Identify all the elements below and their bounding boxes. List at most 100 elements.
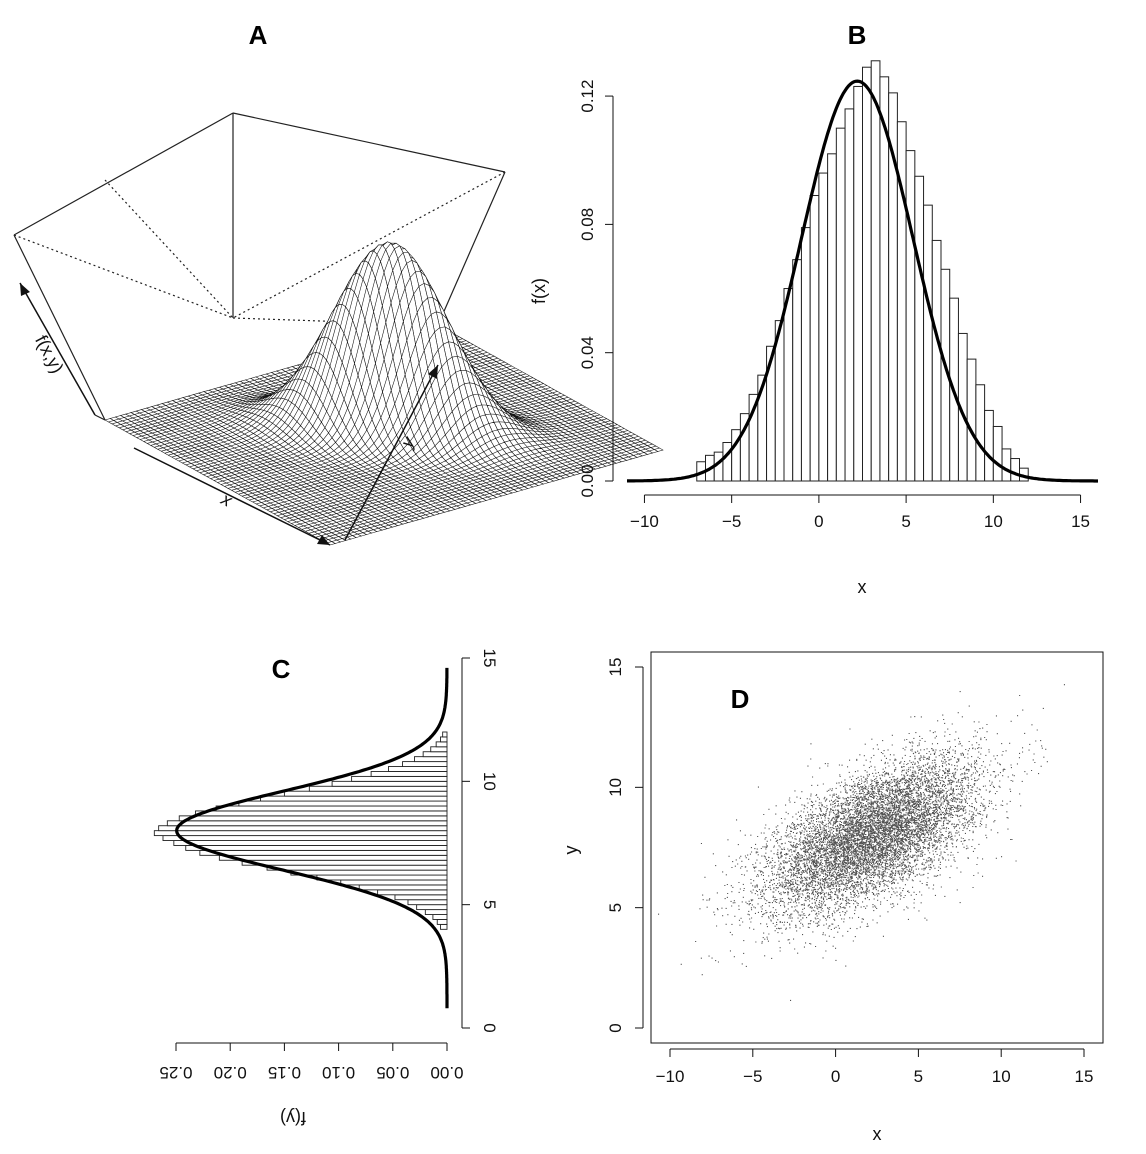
tick-label: 5 — [606, 903, 625, 912]
surface-row — [140, 407, 373, 535]
histogram-bar — [827, 153, 837, 482]
histogram-bar — [440, 923, 448, 930]
histogram-bar — [162, 835, 448, 841]
histogram-bar — [407, 899, 448, 906]
panel-b-y-label: f(x) — [529, 278, 549, 304]
box-edge — [13, 112, 234, 236]
tick-label: 0.08 — [578, 208, 597, 241]
histogram-bar — [440, 736, 448, 743]
tick-label: 0.12 — [578, 80, 597, 113]
box-edge — [13, 234, 106, 421]
box-edge-hidden — [13, 234, 234, 319]
box-edge — [232, 112, 506, 173]
tick-label: 0.25 — [159, 1063, 192, 1082]
histogram-bar — [975, 384, 986, 482]
histogram-bar — [818, 172, 829, 482]
histogram-bar — [1001, 448, 1012, 482]
histogram-bar — [914, 175, 925, 482]
surface-row — [171, 398, 404, 526]
tick-label: 0 — [480, 1023, 499, 1032]
surface-row — [203, 389, 435, 518]
tick-label: 10 — [992, 1067, 1011, 1086]
tick-label: 15 — [1071, 512, 1090, 531]
histogram-bar — [185, 845, 448, 851]
surface-row — [177, 397, 409, 525]
histogram-bar — [351, 775, 448, 782]
surface-row — [197, 391, 430, 519]
panel-c-x-label: f(y) — [280, 1108, 306, 1128]
panel-d-y-axis: 0 5 10 15 — [606, 658, 644, 1033]
tick-label: 0.10 — [322, 1063, 355, 1082]
histogram-bar — [316, 874, 448, 881]
histogram-bar — [835, 127, 846, 482]
tick-label: 0.04 — [578, 336, 597, 369]
panel-c-y-axis: 0 5 10 15 — [461, 649, 499, 1033]
panel-d-y-label: y — [561, 846, 581, 855]
histogram-bar — [809, 195, 820, 482]
histogram-bar — [844, 108, 855, 482]
histogram-bar — [215, 805, 448, 812]
histogram-bar — [870, 60, 881, 482]
histogram-bar — [435, 741, 448, 748]
surface-row — [125, 412, 357, 540]
surface-row — [156, 403, 388, 531]
histogram-bar — [178, 815, 448, 822]
histogram-bar — [402, 761, 448, 767]
panel-a-axis-arrows — [19, 282, 439, 546]
tick-label: 0.20 — [214, 1063, 247, 1082]
histogram-bar — [905, 150, 916, 482]
histogram-bar — [283, 790, 448, 797]
panel-c-title: C — [272, 654, 291, 684]
tick-label: 10 — [984, 512, 1003, 531]
histogram-bar — [422, 751, 448, 758]
tick-label: −5 — [743, 1067, 762, 1086]
panel-d-points — [658, 684, 1065, 1001]
panel-d-x-label: x — [873, 1124, 882, 1144]
panel-b-x-axis: −10 −5 0 5 10 15 — [630, 494, 1090, 531]
surface-row — [182, 395, 415, 523]
surface-row — [145, 406, 378, 534]
histogram-bar — [436, 919, 448, 925]
surface-row — [208, 388, 441, 516]
histogram-bar — [218, 854, 448, 861]
surface-row — [187, 394, 420, 522]
surface-row — [130, 410, 362, 538]
box-edge-hidden — [232, 171, 506, 319]
histogram-bar — [1010, 458, 1020, 482]
panel-d-x-axis: −10 −5 0 5 10 15 — [656, 1048, 1094, 1086]
box-edge — [437, 171, 506, 326]
histogram-bar — [153, 830, 448, 837]
panel-b-y-axis: 0.00 0.04 0.08 0.12 — [578, 80, 614, 498]
histogram-bar — [966, 358, 977, 482]
histogram-bar — [783, 288, 794, 482]
box-edge-hidden — [104, 179, 234, 319]
panel-c-density-curve — [175, 667, 449, 1009]
tick-label: 15 — [1075, 1067, 1094, 1086]
surface-row — [119, 413, 352, 541]
tick-label: 0.00 — [578, 464, 597, 497]
tick-label: 10 — [480, 772, 499, 791]
panel-b-histogram: B −10 −5 0 5 10 15 0.00 0.04 0.08 0.12 x f(x) — [529, 20, 1098, 597]
histogram-bar — [931, 239, 942, 482]
histogram-bar — [377, 889, 448, 896]
histogram-bar — [238, 800, 448, 807]
histogram-bar — [241, 859, 448, 866]
histogram-bar — [416, 904, 448, 911]
histogram-bar — [394, 894, 448, 901]
histogram-bar — [792, 259, 802, 482]
panel-c-histogram: C 0.00 0.05 0.10 0.15 0.20 0.25 0 5 10 15 f(y) — [153, 649, 499, 1128]
histogram-bar — [862, 66, 872, 482]
panel-a-z-label: f(x,y) — [31, 332, 67, 377]
panel-a-surface-mesh — [104, 241, 664, 546]
panel-a-x-label: x — [217, 488, 236, 511]
histogram-bar — [800, 227, 811, 482]
histogram-bar — [260, 795, 448, 802]
histogram-bar — [173, 840, 448, 846]
surface-row — [166, 400, 399, 528]
histogram-bar — [388, 766, 448, 772]
tick-label: −10 — [656, 1067, 685, 1086]
surface-row — [151, 404, 383, 532]
histogram-bar — [266, 864, 448, 871]
histogram-bar — [166, 820, 448, 827]
